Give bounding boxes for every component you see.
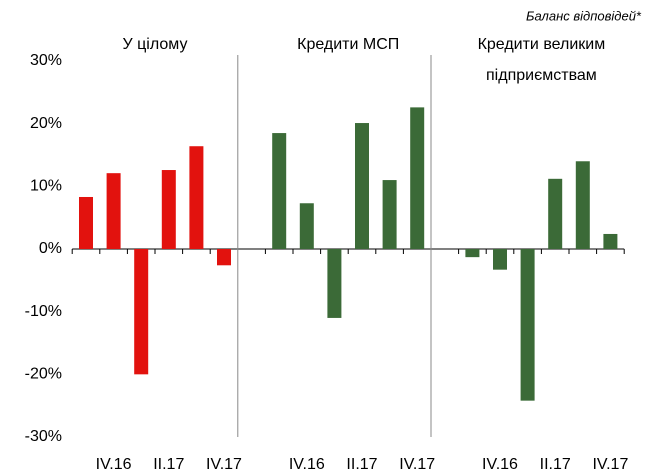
- bar: [603, 233, 618, 249]
- x-tick-label: II.17: [346, 456, 377, 473]
- panel-title: Кредити МСП: [297, 36, 399, 53]
- bar: [355, 123, 369, 249]
- y-tick-label: 30%: [30, 52, 62, 69]
- x-tick-label: II.17: [540, 456, 571, 473]
- bar: [106, 173, 121, 249]
- y-tick-label: -30%: [25, 428, 62, 445]
- bar: [299, 203, 314, 249]
- bar: [382, 180, 397, 249]
- x-tick-label: IV.17: [592, 456, 628, 473]
- panel-title: підприємствам: [486, 67, 597, 84]
- bar: [161, 170, 176, 249]
- bar: [217, 249, 231, 266]
- y-tick-label: -10%: [25, 303, 62, 320]
- x-tick-label: IV.16: [96, 456, 132, 473]
- x-tick-label: IV.16: [482, 456, 518, 473]
- bar: [79, 196, 93, 249]
- x-tick-label: II.17: [153, 456, 184, 473]
- y-tick-label: -20%: [25, 366, 62, 383]
- bar: [575, 161, 590, 249]
- panel-title: Кредити великим: [478, 36, 606, 53]
- bar: [272, 133, 287, 249]
- bar: [520, 249, 535, 401]
- y-tick-label: 0%: [39, 240, 62, 257]
- bar: [410, 107, 425, 249]
- y-tick-label: 10%: [30, 178, 62, 195]
- bar: [134, 249, 149, 375]
- x-tick-label: IV.16: [289, 456, 325, 473]
- y-tick-label: 20%: [30, 115, 62, 132]
- bar: [493, 249, 507, 270]
- note: Баланс відповідей*: [526, 8, 642, 23]
- x-tick-label: IV.17: [399, 456, 435, 473]
- bar: [465, 249, 480, 258]
- bar: [327, 249, 342, 318]
- x-tick-label: IV.17: [206, 456, 242, 473]
- bar: [548, 178, 563, 249]
- panel-title: У цілому: [123, 36, 188, 53]
- bar: [189, 146, 204, 249]
